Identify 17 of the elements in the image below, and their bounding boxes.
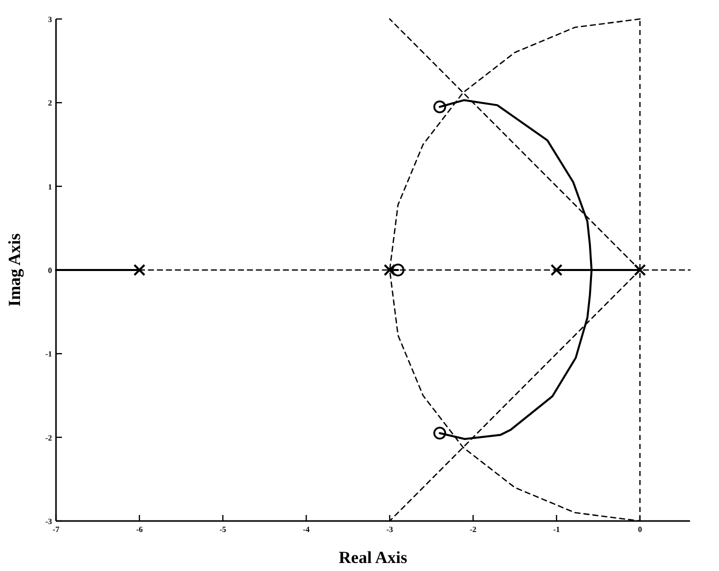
y-tick-label: 1 — [48, 182, 52, 192]
x-tick-label: -7 — [52, 525, 60, 534]
y-tick-label: 0 — [48, 266, 52, 275]
y-tick-label: -3 — [45, 517, 52, 526]
x-tick-label: -4 — [302, 525, 310, 534]
x-tick-label: -6 — [136, 525, 143, 534]
x-tick-label: -3 — [386, 525, 394, 534]
y-tick-label: -1 — [45, 350, 52, 359]
x-tick-label: -1 — [553, 525, 560, 534]
y-tick-label: 3 — [48, 15, 52, 24]
y-tick-label: -2 — [45, 433, 52, 442]
x-axis-title: Real Axis — [338, 548, 408, 567]
x-tick-label: -5 — [220, 525, 226, 534]
y-tick-label: 2 — [48, 98, 52, 108]
y-axis-title: Imag Axis — [5, 233, 24, 307]
x-tick-label: -2 — [470, 525, 476, 534]
x-tick-label: 0 — [638, 525, 642, 534]
